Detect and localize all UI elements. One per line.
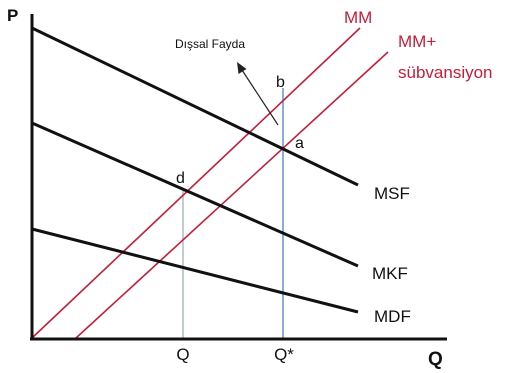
mm-subsidy-curve: [75, 51, 389, 339]
q-label: Q: [176, 345, 189, 364]
mdf-curve: [31, 227, 359, 314]
mkf-curve: [31, 121, 359, 268]
mm-curve: [31, 27, 361, 339]
external-benefit-arrow-head: [237, 62, 247, 74]
msf-curve: [31, 26, 359, 187]
y-axis-label: P: [7, 6, 18, 25]
mm-subsidy-label-line1: MM+: [398, 32, 436, 51]
external-benefit-label: Dışsal Fayda: [175, 37, 245, 51]
external-benefit-arrow-shaft: [241, 69, 279, 126]
point-d-label: d: [176, 170, 185, 187]
point-a-label: a: [295, 135, 304, 152]
mdf-label: MDF: [374, 307, 411, 326]
mm-subsidy-label-line2: sübvansiyon: [398, 63, 493, 82]
mkf-label: MKF: [372, 264, 408, 283]
point-b-label: b: [276, 74, 285, 91]
msf-label: MSF: [374, 184, 410, 203]
x-axis-label: Q: [428, 349, 443, 370]
q-star-label: Q*: [274, 345, 294, 364]
mm-label: MM: [344, 8, 372, 27]
